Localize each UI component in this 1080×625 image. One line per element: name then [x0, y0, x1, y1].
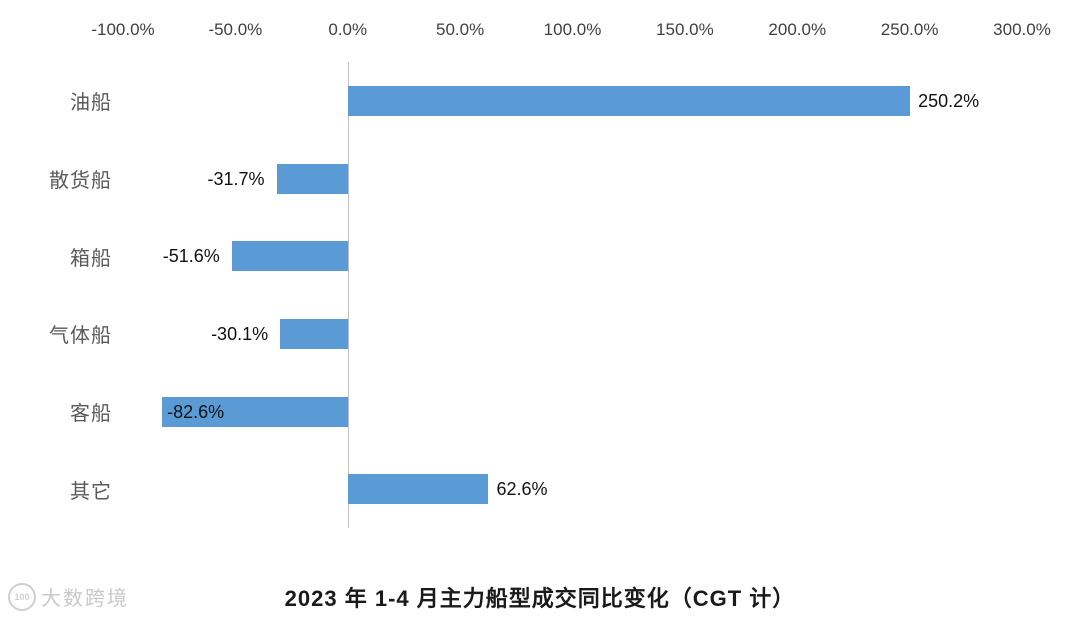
x-tick: 0.0% — [328, 20, 368, 39]
bar — [231, 241, 348, 272]
value-label: -31.7% — [207, 168, 265, 189]
value-label: 250.2% — [918, 90, 980, 111]
value-label: 62.6% — [496, 479, 548, 500]
bar — [162, 396, 348, 427]
category-label: 客船 — [70, 402, 112, 425]
bar — [347, 85, 911, 116]
value-label: -30.1% — [211, 323, 269, 344]
category-label: 箱船 — [70, 247, 112, 270]
watermark-logo-icon: 100 — [8, 582, 36, 611]
x-tick: -50.0% — [208, 20, 263, 39]
zero-axis-line — [347, 62, 349, 528]
chart-title: 2023 年 1-4 月主力船型成交同比变化（CGT 计） — [284, 586, 796, 611]
value-label: -82.6% — [167, 401, 225, 422]
watermark: 100 大数跨境 — [8, 582, 129, 611]
category-label: 气体船 — [49, 325, 112, 348]
x-tick: -100.0% — [91, 20, 155, 39]
x-tick: 150.0% — [656, 20, 714, 39]
plot-area: 250.2% -31.7% -51.6% -30.1% -82.6% 62.6% — [123, 62, 1022, 528]
bar — [280, 318, 348, 349]
bar — [347, 474, 489, 505]
category-label: 油船 — [70, 92, 112, 115]
x-tick: 300.0% — [993, 20, 1051, 39]
category-labels: 油船散货船箱船气体船客船其它 — [0, 62, 112, 528]
category-label: 其它 — [70, 480, 112, 503]
x-tick: 50.0% — [436, 20, 485, 39]
x-tick: 200.0% — [768, 20, 827, 39]
x-tick: 250.0% — [880, 20, 939, 39]
watermark-text: 大数跨境 — [41, 588, 129, 610]
value-label: -51.6% — [162, 246, 220, 267]
category-label: 散货船 — [49, 169, 112, 192]
x-tick: 100.0% — [543, 20, 602, 39]
bar — [276, 163, 348, 194]
x-axis: -100.0% -50.0% 0.0% 50.0% 100.0% 150.0% 200.0%… — [91, 20, 1051, 46]
